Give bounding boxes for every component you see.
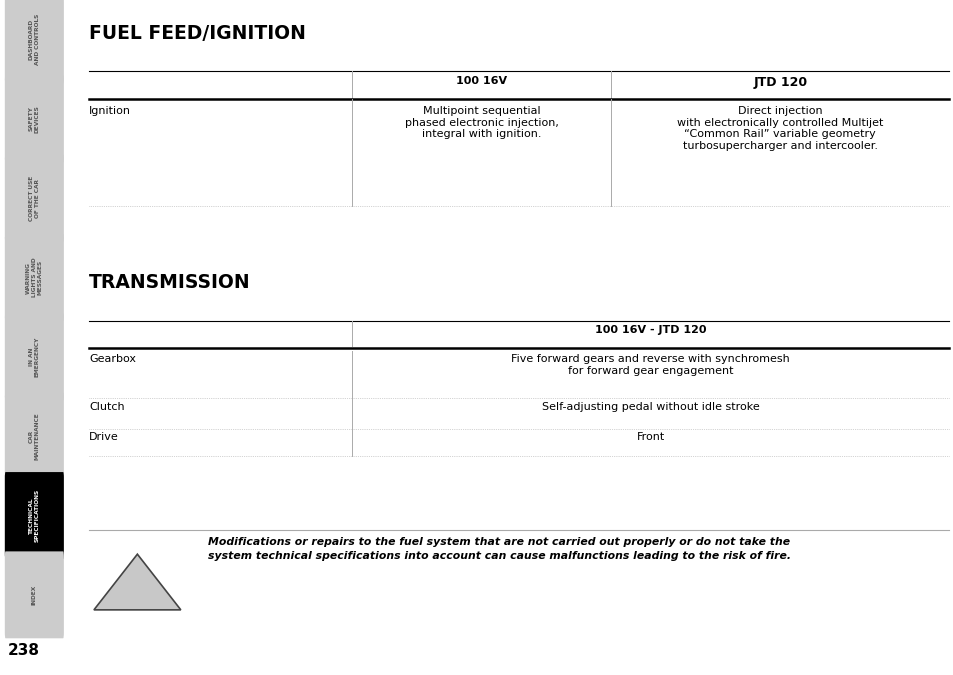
Text: Front: Front (636, 432, 664, 442)
Text: JTD 120: JTD 120 (753, 76, 806, 88)
Text: TECHNICAL
SPECIFICATIONS: TECHNICAL SPECIFICATIONS (29, 489, 40, 542)
Text: Self-adjusting pedal without idle stroke: Self-adjusting pedal without idle stroke (541, 402, 759, 412)
FancyBboxPatch shape (5, 393, 64, 480)
Text: 100 16V: 100 16V (456, 76, 507, 86)
Text: Clutch: Clutch (89, 402, 125, 412)
Text: INDEX: INDEX (31, 585, 37, 605)
Text: CORRECT USE
OF THE CAR: CORRECT USE OF THE CAR (29, 176, 40, 221)
Text: TRANSMISSION: TRANSMISSION (89, 273, 251, 292)
FancyBboxPatch shape (5, 472, 64, 559)
Text: Drive: Drive (89, 432, 119, 442)
Text: DASHBOARD
AND CONTROLS: DASHBOARD AND CONTROLS (29, 14, 40, 65)
Text: Ignition: Ignition (89, 106, 131, 116)
FancyBboxPatch shape (5, 551, 64, 639)
Text: FUEL FEED/IGNITION: FUEL FEED/IGNITION (89, 24, 306, 43)
FancyBboxPatch shape (5, 313, 64, 400)
Text: Five forward gears and reverse with synchromesh
for forward gear engagement: Five forward gears and reverse with sync… (511, 354, 789, 376)
Text: !: ! (134, 580, 140, 594)
FancyBboxPatch shape (5, 234, 64, 321)
FancyBboxPatch shape (5, 0, 64, 83)
Text: Modifications or repairs to the fuel system that are not carried out properly or: Modifications or repairs to the fuel sys… (208, 537, 790, 561)
Text: Direct injection
with electronically controlled Multijet
“Common Rail” variable : Direct injection with electronically con… (677, 106, 882, 151)
Text: IN AN
EMERGENCY: IN AN EMERGENCY (29, 337, 40, 377)
Text: Multipoint sequential
phased electronic injection,
integral with ignition.: Multipoint sequential phased electronic … (404, 106, 558, 139)
Polygon shape (93, 554, 181, 610)
Text: SAFETY
DEVICES: SAFETY DEVICES (29, 105, 40, 133)
FancyBboxPatch shape (5, 76, 64, 163)
Text: 238: 238 (8, 643, 40, 658)
Text: 100 16V - JTD 120: 100 16V - JTD 120 (595, 325, 706, 335)
Text: CAR
MAINTENANCE: CAR MAINTENANCE (29, 412, 40, 460)
Text: WARNING
LIGHTS AND
MESSAGES: WARNING LIGHTS AND MESSAGES (26, 258, 43, 298)
FancyBboxPatch shape (5, 155, 64, 242)
Text: Gearbox: Gearbox (89, 354, 136, 364)
